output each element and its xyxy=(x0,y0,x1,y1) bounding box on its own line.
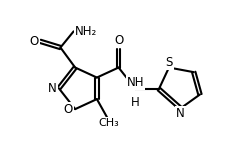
Text: NH: NH xyxy=(127,76,144,89)
Text: H: H xyxy=(131,96,140,109)
Text: O: O xyxy=(63,103,73,116)
Text: O: O xyxy=(30,35,39,48)
Text: NH₂: NH₂ xyxy=(75,25,97,38)
Text: N: N xyxy=(48,82,57,95)
Text: N: N xyxy=(176,107,185,120)
Text: CH₃: CH₃ xyxy=(98,118,119,128)
Text: O: O xyxy=(114,34,123,47)
Text: S: S xyxy=(165,56,173,69)
